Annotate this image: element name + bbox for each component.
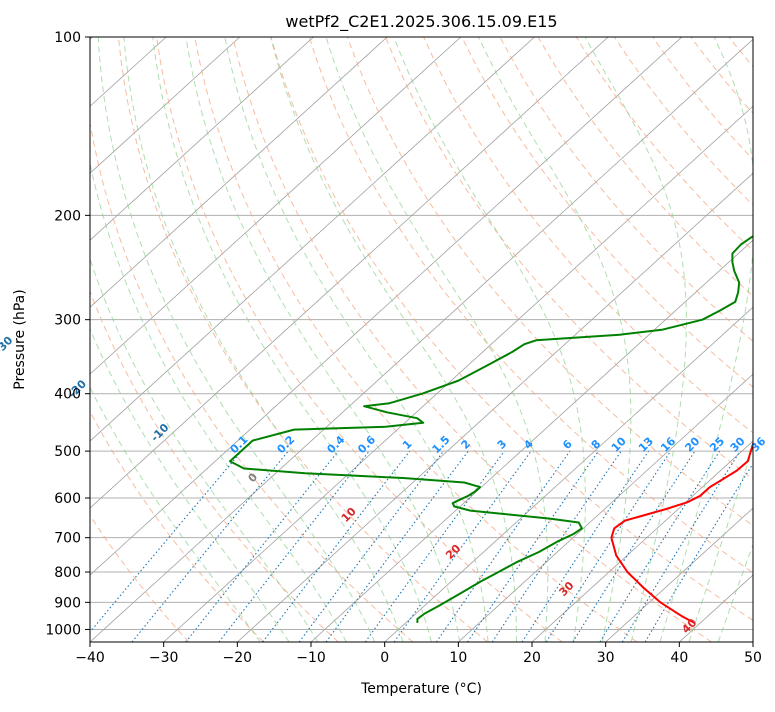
- mixing-ratio-label: 25: [707, 435, 727, 455]
- moist-adiabat-line: [54, 37, 318, 642]
- dry-adiabat-line: [767, 37, 775, 642]
- dry-adiabat-label: 30: [557, 579, 577, 599]
- moist-adiabat-line: [660, 37, 755, 642]
- mixing-ratio-label: 1.5: [430, 433, 453, 456]
- mixing-ratio-line: [326, 451, 468, 642]
- dry-adiabat-line: [576, 37, 775, 642]
- y-tick-label: 100: [54, 30, 81, 46]
- dry-adiabat-line: [118, 37, 487, 642]
- moist-adiabat-line: [326, 37, 548, 642]
- mixing-ratio-line: [468, 451, 599, 642]
- mixing-ratio-label: 6: [560, 437, 575, 452]
- mixing-ratio-line: [645, 451, 761, 642]
- y-tick-label: 700: [54, 531, 81, 547]
- dry-adiabat-line: [729, 37, 775, 642]
- x-tick-label: −30: [149, 650, 179, 666]
- y-tick-label: 600: [54, 491, 81, 507]
- background-lines: [0, 37, 775, 642]
- mixing-ratio-label: 0.2: [274, 433, 297, 456]
- isotherm-line: [0, 37, 387, 642]
- y-tick-label: 500: [54, 444, 81, 460]
- dry-adiabat-line: [271, 37, 775, 642]
- mixing-ratio-line: [186, 451, 339, 642]
- moist-adiabat-line: [186, 37, 460, 642]
- y-tick-label: 400: [54, 387, 81, 403]
- mixing-ratio-line: [492, 451, 621, 642]
- isotherm-line: [0, 37, 461, 642]
- isotherm-line: [16, 37, 682, 642]
- x-axis-title: Temperature (°C): [360, 681, 482, 697]
- x-tick-label: 50: [744, 650, 762, 666]
- y-tick-label: 200: [54, 208, 81, 224]
- mixing-ratio-label: 2: [459, 437, 474, 452]
- mixing-ratio-line: [546, 451, 670, 642]
- x-tick-label: −10: [296, 650, 326, 666]
- mixing-ratio-label: 0.6: [355, 433, 378, 456]
- y-tick-label: 1000: [45, 622, 81, 638]
- x-tick-label: 30: [597, 650, 615, 666]
- isotherm-line: [679, 37, 775, 642]
- isotherm-line: [237, 37, 775, 642]
- dry-adiabat-line: [538, 37, 775, 642]
- moist-adiabat-line: [34, 37, 289, 642]
- isotherm-line: [0, 37, 240, 642]
- dry-adiabat-label: 0: [246, 470, 261, 485]
- dry-adiabat-line: [653, 37, 775, 642]
- dry-adiabat-line: [4, 37, 264, 642]
- y-tick-label: 800: [54, 565, 81, 581]
- x-tick-label: −20: [223, 650, 253, 666]
- y-tick-label: 300: [54, 313, 81, 329]
- x-tick-label: 40: [670, 650, 688, 666]
- dry-adiabat-label: -10: [148, 421, 171, 444]
- mixing-ratio-label: 1: [400, 437, 415, 452]
- mixing-ratio-line: [132, 451, 288, 642]
- isotherm-line: [532, 37, 775, 642]
- mixing-ratio-line: [219, 451, 369, 642]
- mixing-ratio-label: 0.4: [324, 433, 347, 456]
- isotherm-line: [0, 37, 314, 642]
- isotherm-line: [606, 37, 775, 642]
- x-tick-label: 20: [523, 650, 541, 666]
- chart-title: wetPf2_C2E1.2025.306.15.09.E15: [285, 12, 557, 32]
- mixing-ratio-line: [263, 451, 410, 642]
- dry-adiabat-line: [691, 37, 775, 642]
- y-tick-label: 900: [54, 595, 81, 611]
- x-tick-label: −40: [75, 650, 105, 666]
- mixing-ratio-label: 13: [636, 435, 656, 455]
- isotherm-line: [385, 37, 775, 642]
- mixing-ratio-label: 3: [495, 437, 510, 452]
- isotherm-line: [0, 37, 608, 642]
- y-axis-title: Pressure (hPa): [12, 289, 28, 389]
- isotherm-line: [458, 37, 775, 642]
- dry-adiabat-line: [80, 37, 413, 642]
- moist-adiabat-line: [585, 37, 686, 642]
- moist-adiabat-line: [153, 37, 432, 642]
- isotherm-line: [90, 37, 756, 642]
- temperature-profile-line: [611, 37, 775, 623]
- isotherm-line: [753, 37, 775, 642]
- x-tick-label: 0: [380, 650, 389, 666]
- mixing-ratio-line: [600, 451, 720, 642]
- mixing-ratio-line: [82, 451, 242, 642]
- moist-adiabat-line: [689, 37, 775, 642]
- moist-adiabat-line: [718, 37, 775, 642]
- x-tick-label: 10: [449, 650, 467, 666]
- mixing-ratio-label: 8: [589, 437, 604, 452]
- mixing-ratio-label: 0.1: [228, 433, 251, 456]
